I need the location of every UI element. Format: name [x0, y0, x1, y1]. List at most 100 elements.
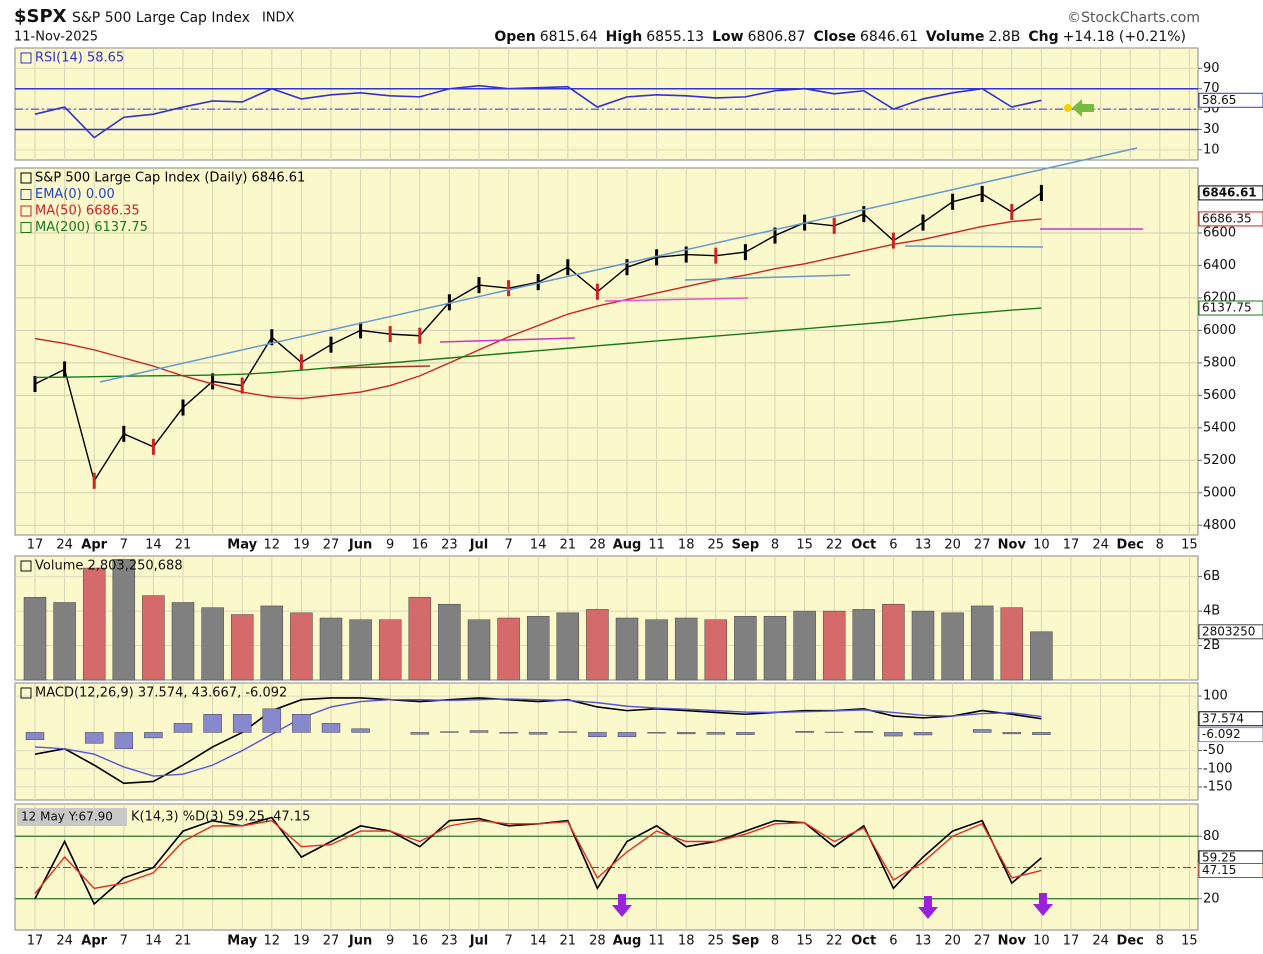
bar [852, 609, 876, 681]
quote-label: Close [813, 29, 856, 45]
y-tick-label: 80 [1203, 829, 1220, 844]
price-bar [832, 217, 836, 234]
x-tick-label: 13 [915, 934, 932, 949]
value-tag: 2803250 [1202, 624, 1255, 638]
quote-value: 2.8B [988, 29, 1020, 45]
x-tick-label: 9 [386, 934, 394, 949]
x-tick-label: 6 [889, 538, 897, 553]
x-tick-label: 6 [889, 934, 897, 949]
x-tick-label: 19 [293, 538, 310, 553]
bar [704, 619, 728, 681]
x-tick-label: 20 [944, 538, 961, 553]
value-tag-box [1198, 624, 1263, 640]
quote: Open 6815.64 High 6855.13 Low 6806.87 Close 684… [494, 29, 1186, 45]
series-line [34, 307, 1042, 379]
price-bar [447, 294, 451, 311]
bar [321, 723, 341, 733]
price-bar [477, 277, 481, 294]
value-tag: -6.092 [1202, 727, 1241, 741]
bar [23, 597, 47, 681]
bar [171, 602, 195, 681]
legend-swatch [20, 687, 32, 699]
bar [467, 619, 491, 681]
y-tick-label: 4B [1203, 604, 1220, 619]
index-name: S&P 500 Large Cap Index [72, 10, 250, 26]
series-line [34, 218, 1042, 400]
x-tick-label: Sep [732, 538, 760, 553]
price-bar [684, 246, 688, 263]
legend-swatch [20, 205, 32, 217]
price-bar [181, 399, 185, 416]
quote-value: 6815.64 [540, 29, 598, 45]
bar [763, 616, 787, 681]
bar [588, 732, 607, 738]
price-bar [773, 227, 777, 244]
x-tick-label: 11 [648, 538, 665, 553]
bar [1002, 732, 1022, 735]
bar [25, 732, 45, 740]
bar [410, 732, 430, 735]
x-tick-label: Jun [348, 934, 372, 949]
quote-label: Volume [926, 29, 985, 45]
crosshair-label: 12 May Y:67.90 [21, 810, 113, 824]
bar [734, 616, 757, 681]
bar [497, 617, 520, 681]
x-tick-label: Oct [851, 934, 876, 949]
x-tick-label: Apr [81, 538, 107, 553]
bar [351, 728, 370, 733]
x-tick-label: 14 [145, 538, 162, 553]
x-tick-label: 14 [145, 934, 162, 949]
panel-frame [14, 167, 1199, 536]
bar [232, 713, 252, 733]
bar [882, 603, 905, 681]
x-tick-label: 7 [504, 934, 512, 949]
bar [793, 610, 816, 681]
x-tick-label: 15 [1181, 934, 1198, 949]
x-tick-label: 10 [1033, 934, 1050, 949]
bar [469, 730, 489, 733]
value-tag-box [1198, 211, 1263, 227]
legend-entry: MA(50) 6686.35 [35, 204, 140, 219]
price-bar [299, 354, 303, 371]
value-tag-box [1198, 300, 1263, 316]
bar [114, 732, 134, 750]
x-tick-label: 10 [1033, 538, 1050, 553]
quote-value: 6806.87 [748, 29, 806, 45]
x-tick-label: Jul [469, 538, 489, 553]
value-tag: 47.15 [1202, 863, 1236, 877]
price-bar [980, 185, 984, 202]
x-tick-label: 8 [1156, 934, 1164, 949]
bar [499, 732, 518, 734]
x-tick-label: 15 [796, 538, 813, 553]
arrow-up [612, 894, 632, 917]
value-tag: 6686.35 [1202, 211, 1252, 225]
quote-value: 6846.61 [860, 29, 918, 45]
value-tag: 58.65 [1202, 93, 1236, 107]
x-tick-label: 27 [323, 934, 340, 949]
y-tick-label: 5400 [1203, 420, 1236, 435]
price-bar [951, 193, 955, 210]
bar [292, 713, 311, 733]
legend-entry: Volume 2,803,250,688 [35, 559, 183, 574]
series-line [34, 698, 1042, 777]
bar [349, 619, 372, 681]
x-tick-label: 28 [589, 538, 606, 553]
price-bar [92, 472, 96, 489]
price-bar [359, 322, 363, 339]
legend-entry: S&P 500 Large Cap Index (Daily) 6846.61 [35, 171, 305, 186]
x-tick-label: Oct [851, 538, 876, 553]
x-tick-label: 21 [175, 934, 192, 949]
price-bar [151, 438, 155, 455]
x-tick-label: 8 [771, 538, 779, 553]
legend-entry: MA(200) 6137.75 [35, 220, 148, 235]
bar [528, 732, 548, 735]
y-tick-label: 2B [1203, 638, 1220, 653]
legend-entry: RSI(14) 58.65 [35, 51, 124, 66]
value-tag: 6137.75 [1202, 301, 1252, 315]
price-bar [270, 329, 274, 346]
value-tag-box [1198, 185, 1263, 201]
legend-entry: K(14,3) %D(3) 59.25, 47.15 [131, 810, 310, 825]
price-bar [1039, 184, 1043, 201]
x-tick-label: 12 [264, 934, 281, 949]
